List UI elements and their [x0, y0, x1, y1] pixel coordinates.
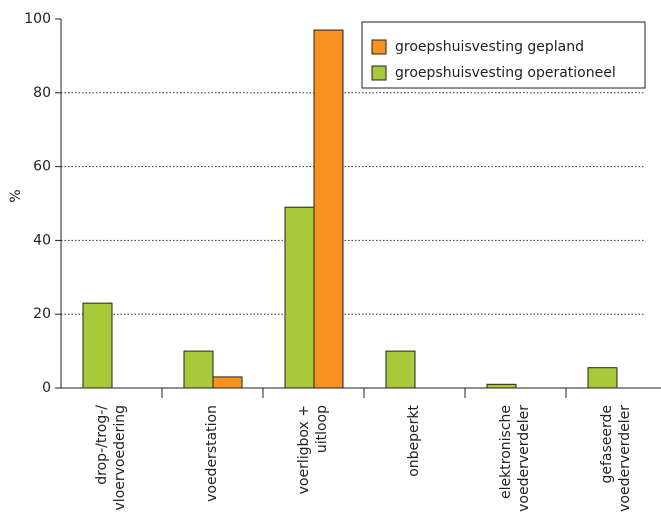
x-tick-label: voerligbox +	[296, 405, 312, 494]
y-tick-label: 80	[33, 85, 51, 101]
x-tick-label: elektronische	[498, 405, 514, 499]
x-tick-label: voederstation	[204, 405, 220, 502]
x-tick-label: drop-/trog-/	[94, 405, 110, 485]
bar	[212, 376, 243, 389]
y-tick-label: 60	[33, 159, 51, 175]
x-tick-label: voederverdeler	[516, 405, 532, 512]
y-axis-label: %	[8, 189, 24, 202]
x-tick-label: onbeperkt	[406, 404, 422, 476]
bar	[183, 350, 214, 389]
bar	[82, 302, 113, 389]
y-tick-label: 100	[24, 11, 51, 27]
y-tick-label: 0	[42, 380, 51, 396]
bar	[587, 367, 618, 389]
legend-box	[361, 21, 646, 89]
bar	[284, 206, 315, 389]
bar	[385, 350, 416, 389]
x-tick-label: vloervoedering	[112, 405, 128, 510]
x-tick-label: gefaseerde	[599, 405, 615, 484]
legend-swatch	[371, 39, 387, 55]
legend-swatch	[371, 65, 387, 81]
bar	[313, 29, 344, 389]
x-tick-label: voederverdeler	[617, 405, 633, 512]
bar	[486, 383, 517, 389]
y-tick-label: 20	[33, 306, 51, 322]
x-tick-label: uitloop	[314, 405, 330, 453]
y-tick-label: 40	[33, 232, 51, 248]
legend-label: groepshuisvesting gepland	[395, 39, 584, 55]
legend-label: groepshuisvesting operationeel	[395, 65, 616, 81]
